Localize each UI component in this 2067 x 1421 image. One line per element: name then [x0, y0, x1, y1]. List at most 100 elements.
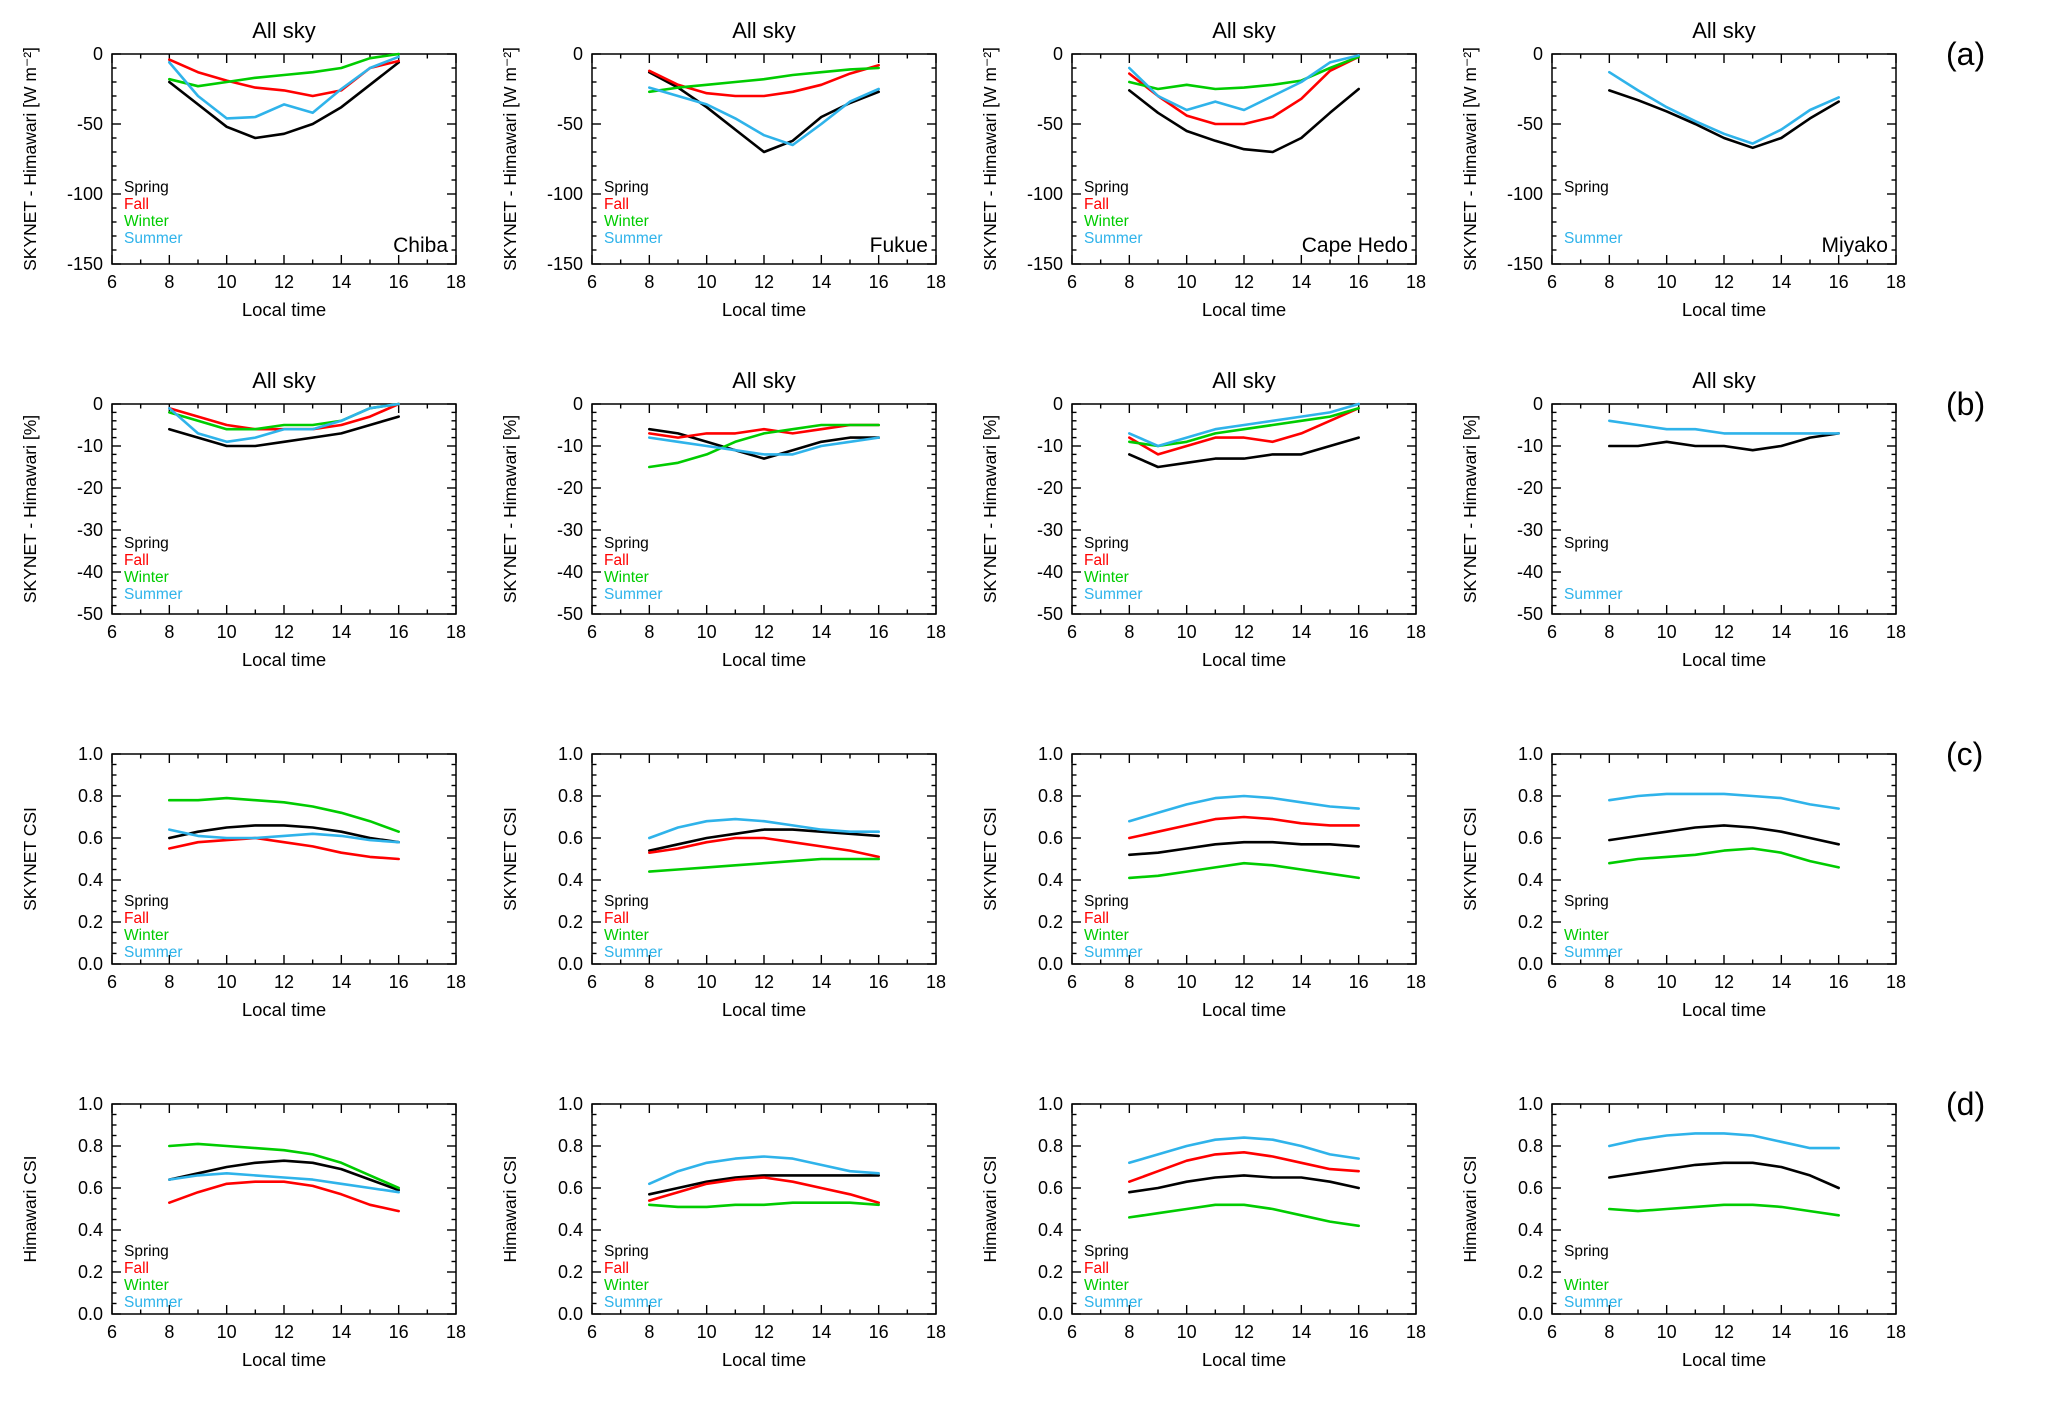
x-tick-label: 6 — [107, 272, 117, 292]
x-tick-label: 8 — [1124, 272, 1134, 292]
legend-label-fall: Fall — [604, 910, 629, 927]
axis-tick-labels: 6 8 10 12 14 16 18 0.0 0.2 0.4 0.6 0.8 1.0 — [1518, 744, 1906, 992]
y-tick-label: 0.8 — [1518, 1136, 1543, 1156]
axis-tick-labels: 6 8 10 12 14 16 18 0.0 0.2 0.4 0.6 0.8 1.0 — [78, 744, 466, 992]
legend-label-winter: Winter — [124, 927, 169, 944]
chart-row-c: 6 8 10 12 14 16 18 0.0 0.2 0.4 0.6 0.8 1.0 SKYNET CSI… — [12, 710, 2067, 1060]
x-axis-label: Local time — [242, 299, 326, 320]
panel-title: All sky — [252, 368, 316, 393]
y-tick-label: 0.0 — [1518, 954, 1543, 974]
y-tick-label: -20 — [1517, 478, 1543, 498]
y-tick-label: -40 — [557, 562, 583, 582]
y-axis-label: SKYNET - Himawari [%] — [20, 415, 40, 603]
axis-ticks — [591, 53, 937, 265]
x-tick-label: 18 — [446, 622, 466, 642]
legend-label-summer: Summer — [604, 586, 663, 603]
site-label: Chiba — [393, 234, 448, 257]
axis-ticks — [1551, 403, 1897, 615]
series-line-summer — [648, 1155, 881, 1186]
legend-label-fall: Fall — [604, 1260, 629, 1277]
x-tick-label: 16 — [1829, 972, 1849, 992]
y-tick-label: 1.0 — [558, 1094, 583, 1114]
series-line-summer — [1128, 794, 1361, 823]
series-line-spring — [1128, 840, 1361, 857]
series-line-spring — [168, 415, 401, 448]
panel-title: All sky — [1212, 18, 1276, 43]
legend-label-fall: Fall — [604, 552, 629, 569]
x-tick-label: 16 — [389, 272, 409, 292]
x-tick-label: 16 — [869, 622, 889, 642]
y-tick-label: 0 — [1533, 44, 1543, 64]
y-tick-label: -40 — [1037, 562, 1063, 582]
series-line-fall — [1128, 815, 1361, 840]
series-line-summer — [1608, 1132, 1841, 1150]
axis-ticks — [1551, 1103, 1897, 1315]
legend-label-fall: Fall — [124, 196, 149, 213]
legend-label-spring: Spring — [1564, 535, 1609, 552]
x-tick-label: 14 — [331, 1322, 351, 1342]
series-line-spring — [1128, 436, 1361, 469]
axis-tick-labels: 6 8 10 12 14 16 18 -50 -40 -30 -20 -10 0 — [557, 394, 946, 642]
x-tick-label: 16 — [1829, 272, 1849, 292]
y-tick-label: -20 — [557, 478, 583, 498]
site-label: Cape Hedo — [1302, 234, 1408, 257]
axis-ticks — [1071, 753, 1417, 965]
series-line-spring — [168, 1159, 401, 1192]
y-axis-label: SKYNET CSI — [20, 807, 40, 911]
y-tick-label: 0 — [93, 394, 103, 414]
x-tick-label: 12 — [274, 622, 294, 642]
series-line-winter — [1128, 55, 1361, 91]
y-tick-label: -100 — [547, 184, 583, 204]
legend-label-fall: Fall — [604, 196, 629, 213]
series-line-summer — [168, 828, 401, 844]
y-tick-label: -30 — [1517, 520, 1543, 540]
legend-label-summer: Summer — [604, 1294, 663, 1311]
y-tick-label: 1.0 — [78, 744, 103, 764]
y-tick-label: 0.2 — [1038, 1262, 1063, 1282]
legend-label-summer: Summer — [124, 586, 183, 603]
y-tick-label: -50 — [1517, 114, 1543, 134]
x-tick-label: 10 — [697, 972, 717, 992]
x-tick-label: 6 — [107, 1322, 117, 1342]
axis-tick-labels: 6 8 10 12 14 16 18 -50 -40 -30 -20 -10 0 — [1037, 394, 1426, 642]
axis-ticks — [591, 753, 937, 965]
x-tick-label: 6 — [1067, 272, 1077, 292]
x-tick-label: 18 — [1406, 622, 1426, 642]
axis-tick-labels: 6 8 10 12 14 16 18 -150 -100 -50 0 — [547, 44, 946, 292]
series-line-spring — [648, 70, 881, 154]
y-tick-label: -20 — [1037, 478, 1063, 498]
chart-row-a: All sky 6 8 10 12 14 16 18 -150 -100 -50 0 SKYNET - … — [12, 10, 2067, 360]
y-tick-label: 0.4 — [1518, 870, 1543, 890]
axis-ticks — [1071, 1103, 1417, 1315]
x-tick-label: 6 — [107, 622, 117, 642]
x-tick-label: 16 — [1349, 622, 1369, 642]
y-axis-label: SKYNET CSI — [980, 807, 1000, 911]
x-tick-label: 16 — [869, 272, 889, 292]
y-tick-label: 0.8 — [78, 1136, 103, 1156]
y-tick-label: 1.0 — [1038, 1094, 1063, 1114]
legend-label-winter: Winter — [1084, 927, 1129, 944]
series-line-spring — [168, 61, 401, 140]
legend-label-fall: Fall — [124, 910, 149, 927]
x-tick-label: 10 — [1657, 272, 1677, 292]
x-tick-label: 8 — [1604, 1322, 1614, 1342]
legend-label-spring: Spring — [124, 535, 169, 552]
y-tick-label: -50 — [77, 114, 103, 134]
y-axis-label: SKYNET - Himawari [W m⁻²] — [1460, 47, 1480, 271]
y-axis-label: SKYNET - Himawari [%] — [980, 415, 1000, 603]
legend-label-winter: Winter — [604, 1277, 649, 1294]
x-axis-label: Local time — [1202, 649, 1286, 670]
x-tick-label: 12 — [754, 1322, 774, 1342]
chart-row-d: 6 8 10 12 14 16 18 0.0 0.2 0.4 0.6 0.8 1.0 Himawari C… — [12, 1060, 2067, 1410]
x-tick-label: 18 — [446, 1322, 466, 1342]
x-tick-label: 14 — [1771, 622, 1791, 642]
series-line-summer — [648, 86, 881, 147]
axis-ticks — [111, 753, 457, 965]
y-axis-label: SKYNET CSI — [1460, 807, 1480, 911]
y-tick-label: -50 — [1037, 114, 1063, 134]
x-tick-label: 12 — [754, 972, 774, 992]
x-tick-label: 8 — [164, 1322, 174, 1342]
chart-panel: 6 8 10 12 14 16 18 0.0 0.2 0.4 0.6 0.8 1.0 Himawari C… — [980, 1094, 1426, 1370]
y-tick-label: 0.6 — [78, 828, 103, 848]
y-tick-label: -30 — [77, 520, 103, 540]
